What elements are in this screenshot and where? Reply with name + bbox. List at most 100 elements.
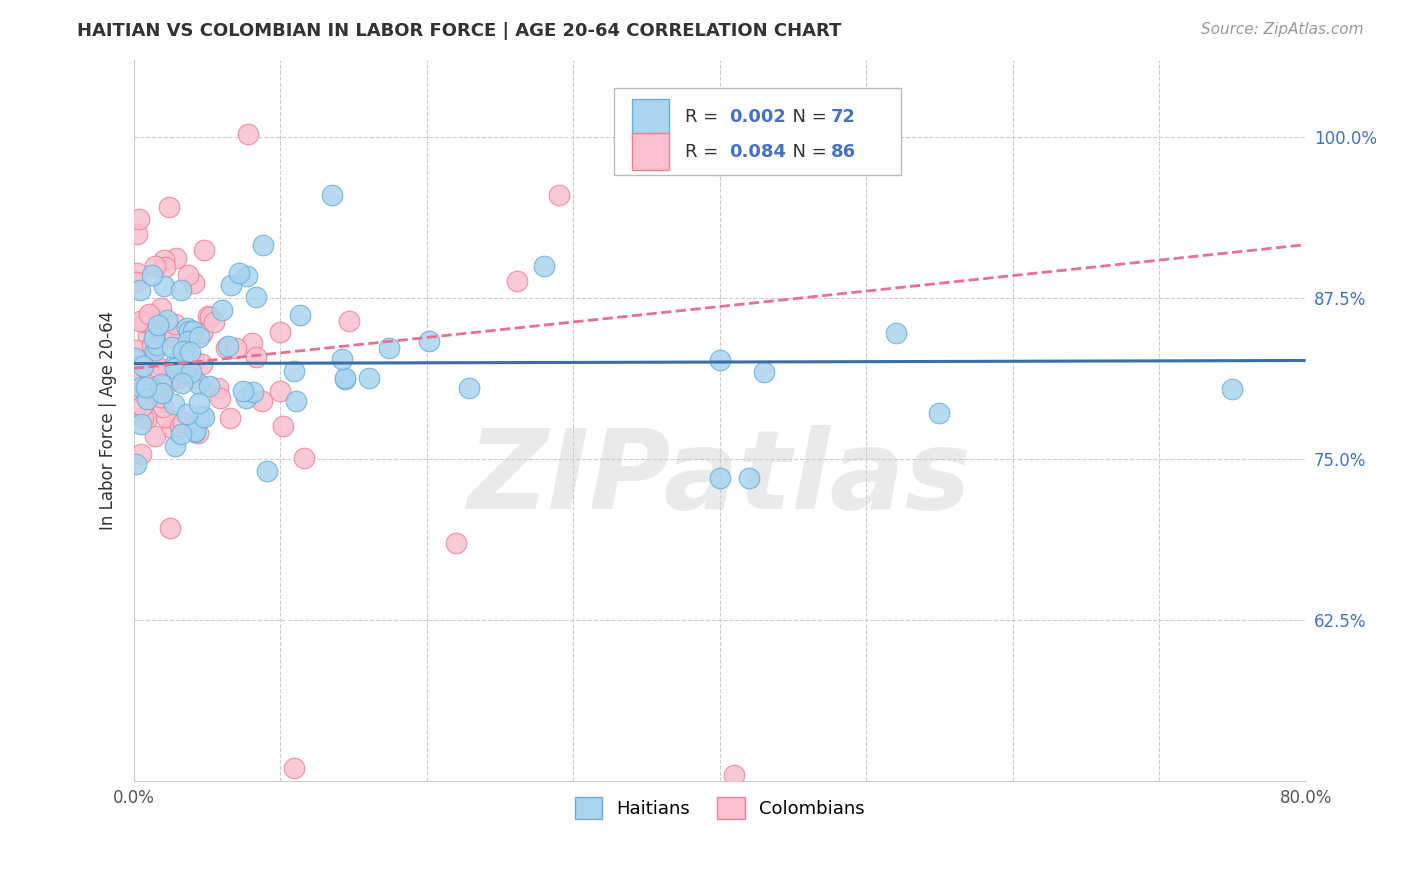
Point bbox=[157, 201, 180, 215]
Point bbox=[157, 372, 180, 386]
Point bbox=[197, 379, 219, 393]
Point bbox=[159, 328, 181, 343]
Point bbox=[292, 451, 315, 466]
Point bbox=[169, 419, 191, 434]
Point bbox=[180, 353, 202, 368]
Point bbox=[134, 315, 156, 329]
Point bbox=[288, 308, 311, 322]
Point bbox=[333, 371, 356, 385]
Point bbox=[143, 259, 166, 273]
Point bbox=[170, 283, 193, 297]
Text: N =: N = bbox=[780, 109, 832, 127]
Point bbox=[187, 425, 209, 440]
FancyBboxPatch shape bbox=[614, 88, 901, 175]
Point bbox=[184, 425, 207, 439]
Point bbox=[191, 409, 214, 423]
Point bbox=[136, 328, 159, 343]
Point bbox=[179, 345, 201, 359]
Point bbox=[177, 334, 200, 348]
Text: R =: R = bbox=[685, 109, 724, 127]
Point bbox=[184, 425, 207, 439]
Point bbox=[143, 326, 166, 340]
Text: 0.002: 0.002 bbox=[730, 109, 786, 127]
Point bbox=[155, 410, 177, 425]
Point bbox=[141, 338, 163, 352]
Point bbox=[172, 415, 194, 429]
Point bbox=[335, 372, 357, 386]
Point bbox=[165, 251, 187, 265]
Point bbox=[215, 341, 238, 355]
Point bbox=[135, 392, 157, 407]
Text: Source: ZipAtlas.com: Source: ZipAtlas.com bbox=[1201, 22, 1364, 37]
Point bbox=[125, 275, 148, 289]
Point bbox=[152, 400, 174, 414]
Legend: Haitians, Colombians: Haitians, Colombians bbox=[568, 789, 872, 826]
Point bbox=[211, 303, 233, 318]
Point bbox=[132, 411, 155, 425]
Point bbox=[125, 457, 148, 471]
Point bbox=[240, 335, 263, 350]
FancyBboxPatch shape bbox=[631, 99, 669, 136]
Point bbox=[155, 362, 177, 376]
Point bbox=[150, 390, 173, 404]
Point bbox=[129, 385, 152, 400]
Point bbox=[125, 343, 148, 358]
Point bbox=[170, 427, 193, 442]
Point bbox=[884, 326, 907, 340]
Point bbox=[283, 761, 305, 775]
Point bbox=[378, 341, 401, 355]
Point bbox=[1222, 382, 1244, 396]
Point bbox=[190, 357, 212, 371]
Point bbox=[269, 384, 291, 399]
Point bbox=[181, 371, 204, 385]
Point bbox=[219, 277, 242, 292]
Point bbox=[157, 376, 180, 390]
Point bbox=[143, 331, 166, 345]
Point bbox=[131, 399, 153, 413]
Point bbox=[129, 283, 152, 297]
Point bbox=[163, 397, 186, 411]
Point bbox=[169, 358, 191, 372]
Point bbox=[145, 368, 167, 383]
Point bbox=[217, 339, 239, 353]
Text: 72: 72 bbox=[831, 109, 856, 127]
Point bbox=[193, 243, 215, 257]
Point bbox=[172, 376, 194, 390]
Point bbox=[245, 290, 267, 304]
Point bbox=[283, 363, 305, 377]
Text: N =: N = bbox=[780, 143, 832, 161]
Point bbox=[252, 238, 274, 252]
Point bbox=[177, 268, 200, 282]
Point bbox=[238, 128, 260, 142]
Point bbox=[162, 340, 184, 354]
Point bbox=[209, 391, 232, 405]
Point bbox=[138, 307, 160, 321]
Point bbox=[146, 318, 169, 333]
Point bbox=[235, 392, 257, 406]
Point bbox=[359, 371, 381, 385]
Point bbox=[188, 395, 211, 409]
Point bbox=[163, 361, 186, 376]
Point bbox=[505, 274, 527, 288]
Point bbox=[183, 354, 205, 368]
Point bbox=[444, 535, 467, 549]
Point bbox=[124, 352, 146, 367]
Point bbox=[166, 361, 188, 376]
Point bbox=[928, 406, 950, 420]
Point bbox=[129, 358, 152, 372]
Point bbox=[190, 326, 212, 340]
Point bbox=[245, 350, 267, 364]
Point bbox=[176, 407, 198, 421]
Point bbox=[153, 279, 176, 293]
Point bbox=[163, 317, 186, 331]
Point bbox=[188, 330, 211, 344]
Point bbox=[225, 341, 247, 355]
Text: R =: R = bbox=[685, 143, 724, 161]
Point bbox=[271, 418, 294, 433]
Point bbox=[160, 421, 183, 435]
Point bbox=[141, 268, 163, 282]
Point bbox=[153, 260, 176, 275]
Point bbox=[738, 471, 761, 485]
Point bbox=[135, 376, 157, 390]
Point bbox=[125, 370, 148, 384]
